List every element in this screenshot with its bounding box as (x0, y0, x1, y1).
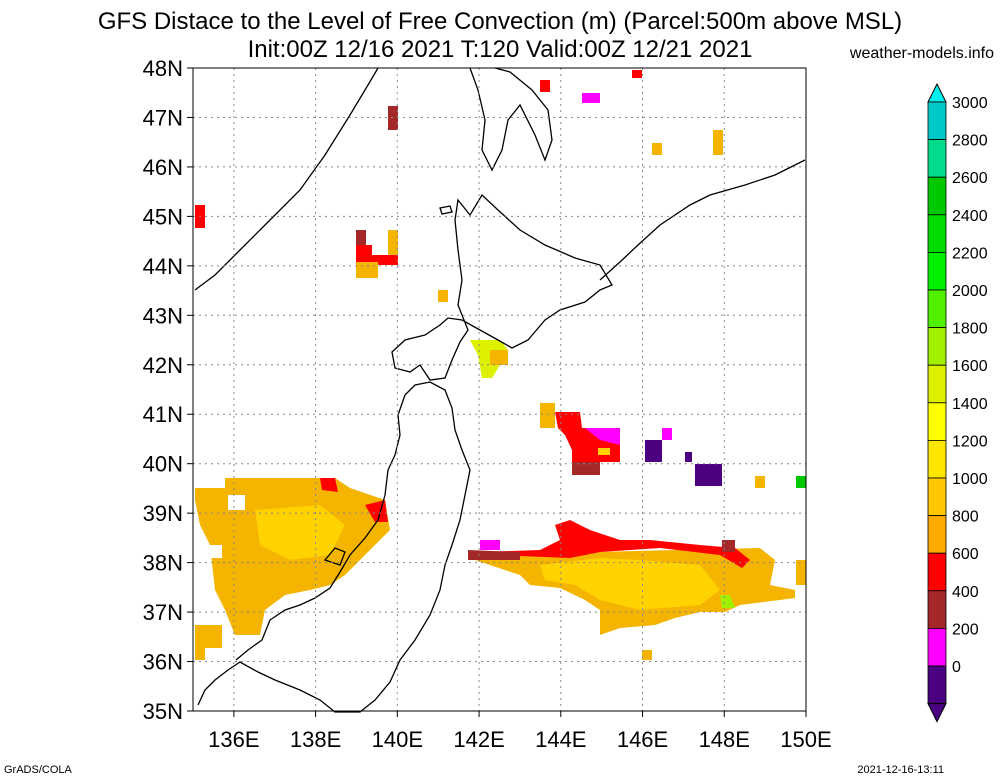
colorbar: 3000280026002400220020001800160014001200… (927, 82, 988, 723)
coastline-layer (194, 67, 806, 713)
colorbar-label: 200 (952, 621, 979, 638)
colorbar-swatch (927, 101, 947, 140)
lon-tick-label: 144E (535, 727, 586, 752)
colorbar-swatch (927, 289, 947, 328)
colorbar-swatch (927, 364, 947, 404)
colorbar-label: 0 (952, 659, 961, 676)
grid-lines (193, 68, 806, 711)
colorbar-label: 800 (952, 509, 979, 526)
lon-axis: 136E 138E 140E 142E 144E 146E 148E 150E (208, 711, 832, 752)
colorbar-label: 2600 (952, 170, 988, 187)
colorbar-label: 1600 (952, 358, 988, 375)
lat-tick-label: 42N (143, 353, 183, 378)
lat-tick-label: 44N (143, 254, 183, 279)
lon-tick-label: 148E (699, 727, 750, 752)
lat-tick-label: 39N (143, 501, 183, 526)
lat-tick-label: 41N (143, 402, 183, 427)
lat-tick-label: 38N (143, 551, 183, 576)
lat-tick-label: 37N (143, 600, 183, 625)
coast-rebun (439, 205, 453, 215)
site-label[interactable]: weather-models.info (849, 45, 994, 62)
coast-honshu (197, 381, 471, 713)
colorbar-swatch (927, 139, 947, 178)
coast-honshu-west (235, 394, 406, 661)
colorbar-swatch (927, 251, 947, 291)
colorbar-label: 2400 (952, 208, 988, 225)
lat-tick-label: 48N (143, 56, 183, 81)
lat-tick-label: 35N (143, 699, 183, 724)
colorbar-label: 400 (952, 584, 979, 601)
footer-credit: GrADS/COLA (4, 764, 72, 776)
colorbar-label: 1400 (952, 396, 988, 413)
lat-tick-label: 43N (143, 303, 183, 328)
lon-tick-label: 136E (208, 727, 259, 752)
lon-tick-label: 142E (453, 727, 504, 752)
chart-title: GFS Distace to the Level of Free Convect… (97, 8, 903, 35)
colorbar-top-arrow (927, 82, 947, 103)
lon-tick-label: 140E (372, 727, 423, 752)
lat-tick-label: 46N (143, 155, 183, 180)
colorbar-swatch (927, 515, 947, 554)
colorbar-label: 2000 (952, 283, 988, 300)
coast-sakhalin (469, 67, 553, 172)
coast-hokkaido (391, 193, 613, 381)
lfc-fill-layer (195, 70, 806, 660)
colorbar-label: 600 (952, 546, 979, 563)
lat-tick-label: 45N (143, 204, 183, 229)
footer-timestamp: 2021-12-16-13:11 (857, 764, 944, 776)
colorbar-swatch (927, 477, 947, 516)
colorbar-swatch (927, 176, 947, 216)
lat-axis: 48N 47N 46N 45N 44N 43N 42N 41N 40N 39N 38N 37N 36N 3… (143, 56, 193, 724)
lon-tick-label: 150E (780, 727, 831, 752)
colorbar-swatch (927, 327, 947, 366)
colorbar-swatch (927, 402, 947, 441)
lon-tick-label: 146E (617, 727, 668, 752)
colorbar-label: 1000 (952, 471, 988, 488)
coast-kuril (599, 159, 806, 281)
colorbar-label: 2800 (952, 133, 988, 150)
lat-tick-label: 47N (143, 105, 183, 130)
colorbar-swatch (927, 628, 947, 667)
lat-tick-label: 40N (143, 452, 183, 477)
colorbar-label: 1200 (952, 433, 988, 450)
coast-asia-mainland (194, 67, 379, 291)
colorbar-swatch (927, 665, 947, 704)
lat-tick-label: 36N (143, 650, 183, 675)
coast-sado (323, 547, 346, 566)
colorbar-swatch (927, 552, 947, 592)
colorbar-swatch (927, 214, 947, 253)
colorbar-swatch (927, 590, 947, 629)
map-frame (192, 67, 807, 712)
lon-tick-label: 138E (290, 727, 341, 752)
colorbar-label: 1800 (952, 321, 988, 338)
colorbar-swatch (927, 439, 947, 479)
colorbar-bottom-arrow (927, 703, 947, 723)
colorbar-label: 2200 (952, 245, 988, 262)
chart-subtitle: Init:00Z 12/16 2021 T:120 Valid:00Z 12/2… (247, 36, 753, 63)
colorbar-label: 3000 (952, 95, 988, 112)
